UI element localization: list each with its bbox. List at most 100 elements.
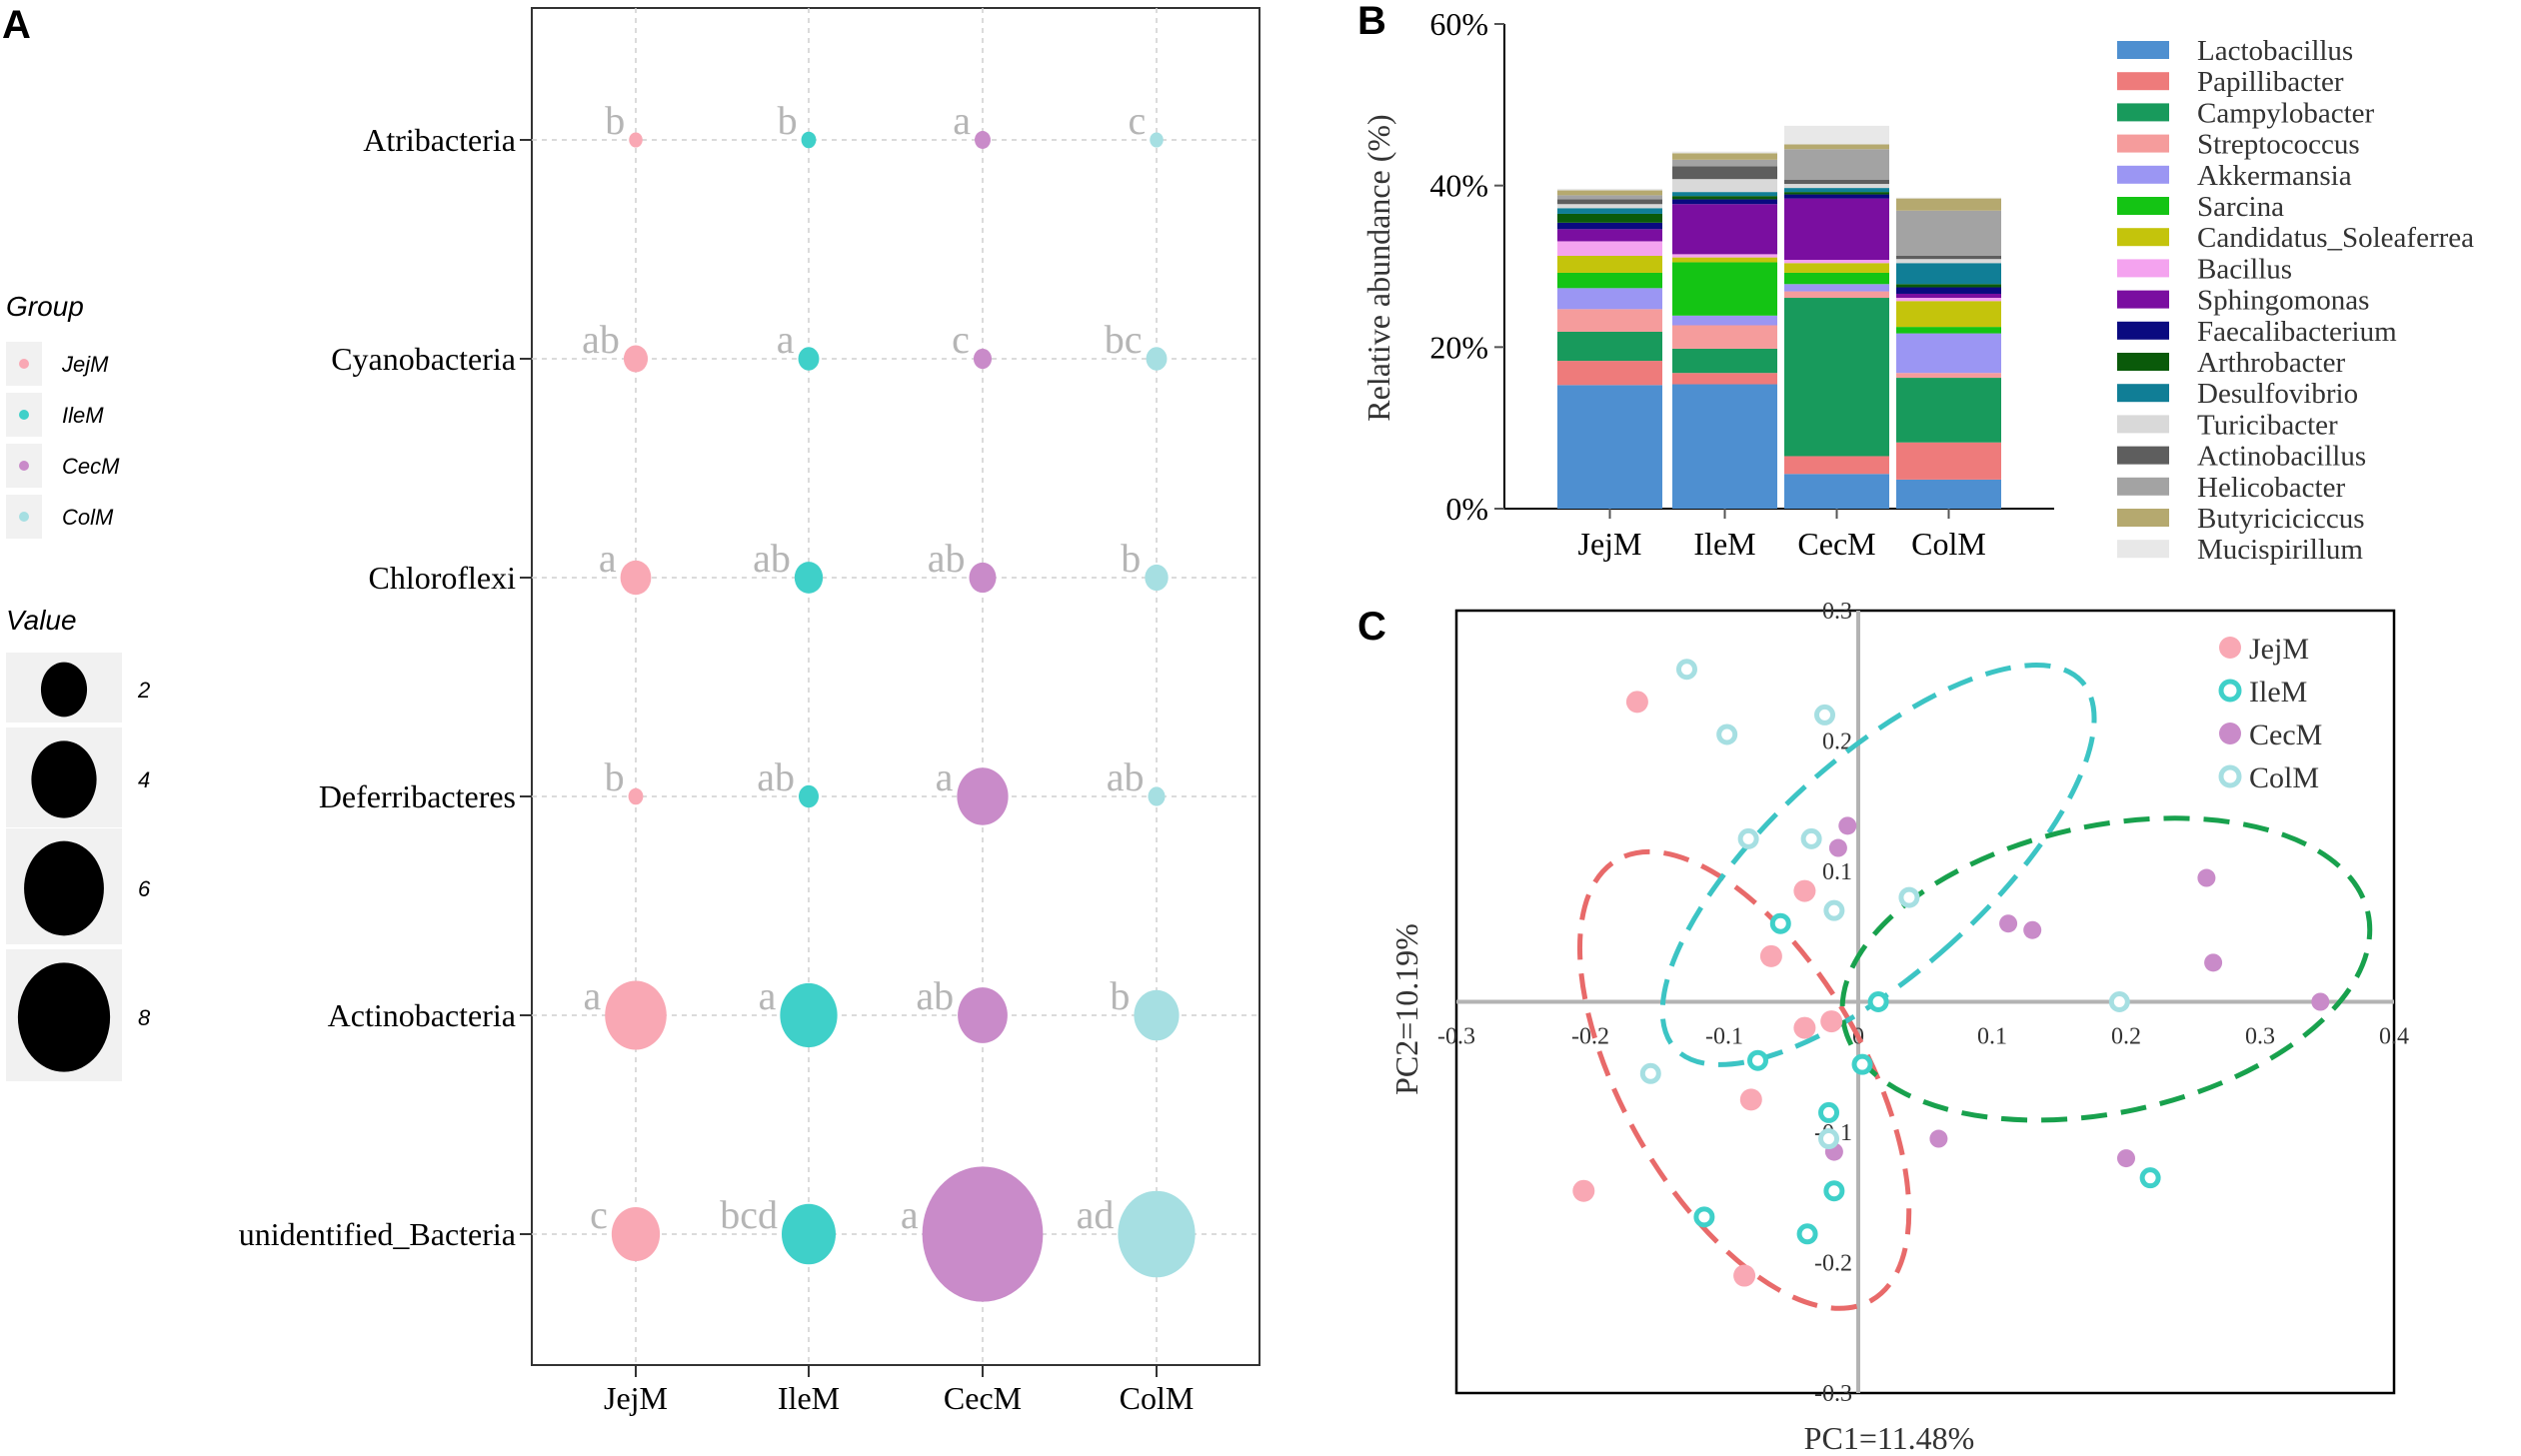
bar-segment-lactobacillus <box>1896 479 2001 509</box>
bar-segment-sphingomonas <box>1672 204 1777 255</box>
significance-letter: b <box>778 98 798 143</box>
phylum-labels: Atribacteria Cyanobacteria Chloroflexi Defe… <box>239 122 532 1252</box>
genus-legend: LactobacillusPapillibacterCampylobacterS… <box>2117 35 2474 566</box>
bar-segment-actinobacillus <box>1557 199 1662 205</box>
bar-segment-candidatus_soleaferrea <box>1672 257 1777 263</box>
genus-legend-swatch <box>2117 228 2169 247</box>
pca-legend-marker-cecm <box>2219 723 2241 744</box>
significance-letter: b <box>1110 973 1130 1018</box>
bar-category-label: IleM <box>1693 526 1755 562</box>
legend-label-ilem: IleM <box>62 403 104 428</box>
value-legend-bubble <box>31 740 97 818</box>
bar-segment-campylobacter <box>1672 348 1777 374</box>
pca-point-colm <box>1716 724 1738 745</box>
significance-letter: ab <box>757 754 795 799</box>
phylum-label: Atribacteria <box>363 122 516 158</box>
bar-segment-butyriciciccus <box>1557 190 1662 196</box>
bar-segment-papillibacter <box>1896 442 2001 480</box>
bar-segment-arthrobacter <box>1672 196 1777 200</box>
pca-point-ilem <box>1747 1049 1768 1071</box>
significance-letter: ab <box>582 317 620 362</box>
bar-segment-papillibacter <box>1672 373 1777 385</box>
bubble-plot-area <box>531 7 1260 1366</box>
pca-point-jejm <box>1733 1264 1756 1287</box>
bar-category-label: CecM <box>1797 526 1875 562</box>
ellipse-ilem <box>1659 663 2097 1067</box>
pca-legend-marker-ilem <box>2218 679 2242 703</box>
bubble-cecm <box>957 767 1009 825</box>
significance-letter: ad <box>1077 1192 1115 1237</box>
bar-segment-desulfovibrio <box>1557 208 1662 214</box>
legend-dot-jejm <box>19 359 29 369</box>
legend-label-jejm: JejM <box>61 352 109 377</box>
bar-segment-campylobacter <box>1896 378 2001 443</box>
phylum-label: unidentified_Bacteria <box>239 1216 516 1252</box>
pca-point-ilem <box>1867 991 1889 1012</box>
bubble-jejm <box>620 560 652 596</box>
bubble-colm <box>1148 786 1166 806</box>
pca-confidence-ellipses <box>1576 663 2373 1311</box>
significance-letter: bcd <box>720 1192 778 1237</box>
bar-segment-akkermansia <box>1557 288 1662 310</box>
significance-letter: c <box>590 1192 608 1237</box>
significance-letter: b <box>605 98 625 143</box>
bar-segment-faecalibacterium <box>1784 194 1889 199</box>
genus-legend-label: Desulfovibrio <box>2197 378 2358 410</box>
group-labels: JejM IleM CecM ColM <box>604 1365 1194 1416</box>
pca-point-cecm <box>2197 868 2216 887</box>
pca-point-colm <box>1818 1128 1840 1150</box>
bar-segment-campylobacter <box>1557 331 1662 362</box>
bar-segment-desulfovibrio <box>1896 263 2001 285</box>
pca-point-ilem <box>1851 1053 1873 1075</box>
bubble-jejm <box>628 787 644 805</box>
legend-label-cecm: CecM <box>62 454 120 479</box>
pca-point-cecm <box>2204 953 2223 972</box>
bar-segment-actinobacillus <box>1896 255 2001 260</box>
panel-label-b: B <box>1357 0 1386 43</box>
bubble-ilem <box>780 982 838 1048</box>
significance-letters: b b a cab a c bca ab ab bb ab a aba a ab bc bcd a ad <box>582 98 1146 1237</box>
pca-point-jejm <box>1739 1088 1762 1111</box>
genus-legend-label: Helicobacter <box>2197 472 2345 504</box>
genus-legend-swatch <box>2117 290 2169 309</box>
genus-legend-swatch <box>2117 415 2169 434</box>
bar-segment-campylobacter <box>1784 298 1889 457</box>
bar-category-labels: JejM IleM CecM ColM <box>1578 509 1986 562</box>
pca-legend-label-ilem: IleM <box>2249 676 2307 709</box>
pca-point-colm <box>1814 704 1835 726</box>
bar-segment-faecalibacterium <box>1557 222 1662 230</box>
bar-segment-sarcina <box>1557 272 1662 289</box>
significance-letter: a <box>777 317 795 362</box>
bar-segment-sarcina <box>1896 327 2001 334</box>
genus-legend-label: Campylobacter <box>2197 97 2375 129</box>
phylum-label: Deferribacteres <box>319 778 516 814</box>
significance-letter: a <box>583 973 601 1018</box>
bar-segment-papillibacter <box>1557 361 1662 386</box>
bar-segment-helicobacter <box>1784 149 1889 181</box>
group-legend-title: Group <box>6 291 84 322</box>
group-legend: Group JejM IleM CecM ColM <box>6 291 120 539</box>
pca-point-ilem <box>1796 1223 1818 1245</box>
legend-dot-ilem <box>19 410 29 420</box>
pca-point-cecm <box>1828 838 1847 857</box>
value-legend-label: 6 <box>138 876 151 901</box>
bar-segment-lactobacillus <box>1784 474 1889 509</box>
value-legend-items: 2 4 6 8 <box>6 653 151 1081</box>
stacked-bars <box>1557 125 2001 509</box>
genus-legend-swatch <box>2117 321 2169 340</box>
pca-point-jejm <box>1625 691 1648 714</box>
group-label-cecm: CecM <box>944 1380 1022 1416</box>
bar-segment-desulfovibrio <box>1672 192 1777 197</box>
bubble-cecm <box>922 1166 1044 1302</box>
phylum-label: Cyanobacteria <box>331 341 516 377</box>
genus-legend-swatch <box>2117 41 2169 59</box>
bar-category-label: ColM <box>1911 526 1986 562</box>
genus-legend-swatch <box>2117 259 2169 278</box>
legend-dot-colm <box>19 512 29 522</box>
pca-point-colm <box>1800 827 1822 849</box>
bar-category-label: JejM <box>1578 526 1642 562</box>
genus-legend-label: Akkermansia <box>2197 160 2352 192</box>
bar-segment-sphingomonas <box>1557 229 1662 242</box>
pca-legend-marker-jejm <box>2219 637 2241 659</box>
